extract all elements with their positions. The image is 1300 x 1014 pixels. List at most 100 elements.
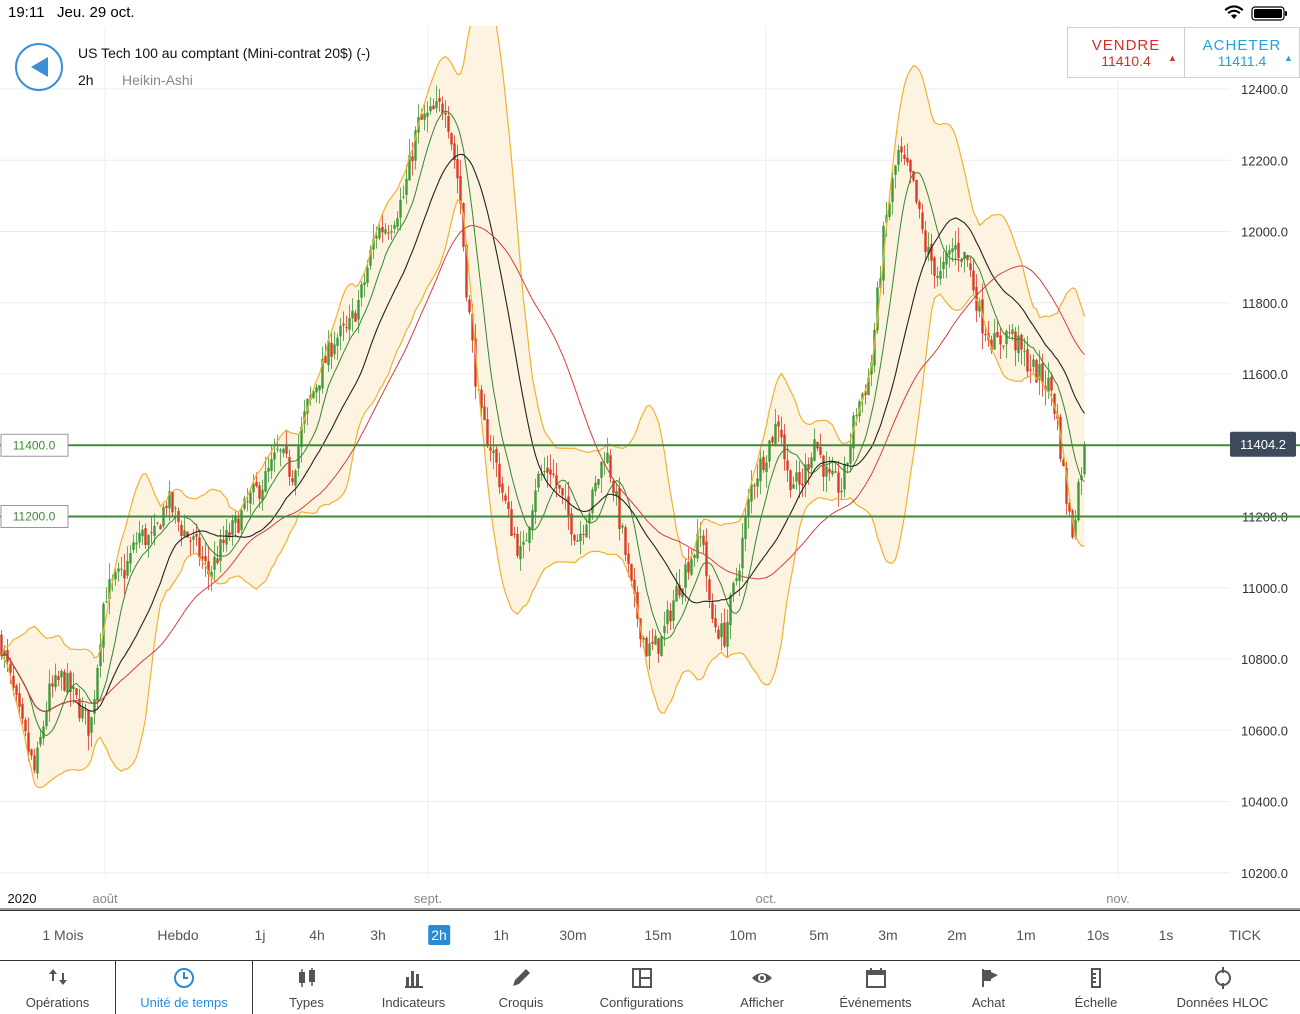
layout-icon [631, 967, 653, 994]
timeframe-1j[interactable]: 1j [254, 927, 266, 943]
level-label-box[interactable] [0, 505, 69, 528]
candle-body [894, 165, 897, 175]
candle-body [33, 755, 36, 771]
candle-body [450, 133, 453, 145]
timeframe-2h[interactable]: 2h [428, 925, 450, 945]
timeframe-1h[interactable]: 1h [493, 927, 509, 943]
candle-body [288, 457, 291, 477]
toolbar-label: Événements [839, 995, 912, 1010]
candle-body [813, 439, 816, 461]
candle-body [432, 105, 435, 110]
toolbar-pencil-button[interactable]: Croquis [467, 961, 575, 1014]
toolbar-calendar-button[interactable]: Événements [816, 961, 935, 1014]
candle-body [939, 271, 942, 279]
back-button[interactable] [15, 43, 63, 91]
sell-button[interactable]: VENDRE 11410.4 ▲ [1068, 28, 1185, 77]
candle-body [507, 501, 510, 510]
toolbar-clock-button[interactable]: Unité de temps [115, 961, 253, 1014]
candle-body [627, 553, 630, 565]
candle-body [300, 426, 303, 448]
candle-body [87, 710, 90, 736]
candle-body [150, 532, 153, 534]
candle-body [312, 391, 315, 398]
candle-body [210, 571, 213, 578]
candle-body [966, 255, 969, 260]
buy-button[interactable]: ACHETER 11411.4 ▲ [1184, 28, 1300, 77]
candle-body [411, 156, 414, 162]
candle-body [276, 448, 279, 450]
candle-body [279, 450, 282, 452]
toolbar-scale-button[interactable]: Échelle [1042, 961, 1150, 1014]
toolbar-bars-button[interactable]: Indicateurs [360, 961, 467, 1014]
candle-body [402, 196, 405, 198]
candle-body [1083, 443, 1086, 474]
timeframe-10s[interactable]: 10s [1086, 927, 1110, 943]
candle-body [687, 561, 690, 573]
chart-type-label[interactable]: Heikin-Ashi [122, 72, 193, 88]
toolbar-flag-button[interactable]: Achat [935, 961, 1042, 1014]
candle-body [588, 513, 591, 524]
candle-body [789, 470, 792, 491]
timeframe-30m[interactable]: 30m [559, 927, 587, 943]
instrument-title: US Tech 100 au comptant (Mini-contrat 20… [78, 45, 371, 61]
timeframe-5m[interactable]: 5m [809, 927, 829, 943]
candle-body [879, 278, 882, 288]
candle-body [54, 675, 57, 688]
candle-body [684, 564, 687, 588]
candle-body [1068, 502, 1071, 512]
candle-body [390, 231, 393, 233]
candles-icon [296, 967, 318, 994]
arrows-icon [47, 967, 69, 994]
candle-body [876, 287, 879, 331]
level-label-box[interactable] [0, 433, 69, 457]
price-chart[interactable]: 12400.0 12200.0 12000.0 11800.0 11600.0 11400… [0, 26, 1300, 910]
timeframe-10m[interactable]: 10m [729, 927, 757, 943]
candle-body [333, 344, 336, 355]
candle-body [360, 284, 363, 298]
candle-body [1047, 377, 1050, 393]
candle-body [897, 149, 900, 165]
candle-body [69, 672, 72, 692]
candle-body [696, 533, 699, 559]
timeframe-3h[interactable]: 3h [370, 927, 386, 943]
toolbar-label: Unité de temps [140, 995, 228, 1010]
candle-body [993, 333, 996, 350]
candle-body [837, 472, 840, 493]
timeframe-2m[interactable]: 2m [947, 927, 967, 943]
candle-body [771, 437, 774, 443]
candle-body [78, 698, 81, 719]
candle-body [711, 602, 714, 620]
candle-body [174, 508, 177, 510]
pencil-icon [510, 967, 532, 994]
timeframe-1s[interactable]: 1s [1158, 927, 1174, 943]
candle-body [810, 457, 813, 468]
candle-body [498, 463, 501, 488]
timeframe-3m[interactable]: 3m [878, 927, 898, 943]
toolbar-crosshair-button[interactable]: Données HLOC [1150, 961, 1295, 1014]
bollinger-band-fill [1, 26, 1085, 788]
timeframe-tick[interactable]: TICK [1229, 927, 1261, 943]
candle-body [1035, 359, 1038, 383]
toolbar-eye-button[interactable]: Afficher [708, 961, 816, 1014]
candle-body [45, 711, 48, 727]
candle-body [510, 509, 513, 536]
toolbar-layout-button[interactable]: Configurations [575, 961, 708, 1014]
candle-body [1014, 331, 1017, 351]
candle-body [1062, 459, 1065, 467]
timeframe-label[interactable]: 2h [78, 72, 94, 88]
timeframe-hebdo[interactable]: Hebdo [157, 927, 199, 943]
timeframe-1m[interactable]: 1m [1016, 927, 1036, 943]
timeframe-15m[interactable]: 15m [644, 927, 672, 943]
x-tick-label: sept. [414, 891, 442, 906]
candle-body [909, 160, 912, 173]
candle-body [504, 495, 507, 501]
x-tick-label: nov. [1106, 891, 1130, 906]
timeframe-1-mois[interactable]: 1 Mois [42, 927, 84, 943]
toolbar-candles-button[interactable]: Types [253, 961, 360, 1014]
flag-icon [978, 967, 1000, 994]
candle-body [171, 491, 174, 513]
timeframe-4h[interactable]: 4h [309, 927, 325, 943]
toolbar-arrows-button[interactable]: Opérations [0, 961, 115, 1014]
candle-body [900, 146, 903, 153]
current-price-label: 11404.2 [1240, 437, 1286, 452]
